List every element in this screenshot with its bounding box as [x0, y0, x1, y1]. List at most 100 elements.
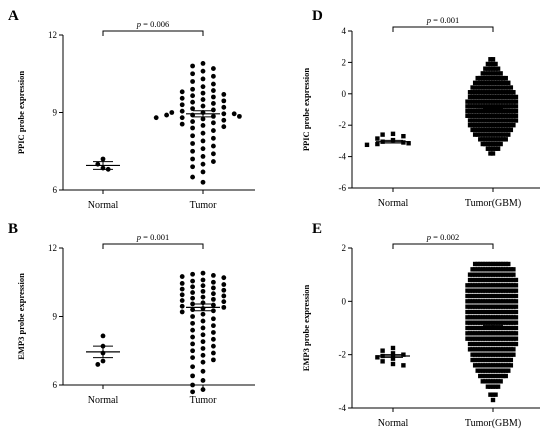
data-point [503, 113, 508, 118]
data-point [498, 347, 503, 352]
data-point [221, 282, 227, 287]
data-point [508, 363, 514, 368]
data-point [483, 373, 488, 379]
data-point [470, 336, 475, 341]
data-point [506, 304, 511, 309]
data-point [490, 141, 496, 147]
data-point [221, 293, 227, 299]
data-point [485, 123, 491, 128]
data-point [200, 179, 206, 185]
data-point [506, 90, 511, 95]
data-point [511, 104, 516, 109]
data-point [485, 357, 491, 363]
data-point [472, 108, 478, 114]
data-point [488, 392, 493, 397]
data-point [485, 299, 491, 304]
data-point [493, 104, 498, 109]
data-point [179, 298, 185, 303]
data-point [483, 277, 488, 283]
data-point [490, 80, 496, 86]
data-point [493, 379, 498, 384]
data-point [231, 111, 237, 117]
data-point [495, 267, 501, 272]
data-point [493, 331, 498, 336]
data-point [483, 283, 488, 288]
data-point [493, 123, 498, 128]
data-point [503, 309, 508, 315]
data-point [483, 309, 488, 315]
y-tick-label: 12 [48, 30, 57, 40]
data-point [485, 61, 491, 67]
data-point [485, 146, 491, 151]
data-point [501, 132, 506, 137]
data-point [475, 341, 480, 347]
data-point [503, 90, 508, 95]
data-point [475, 80, 480, 86]
data-point [472, 309, 478, 315]
data-point [472, 293, 478, 299]
data-point [478, 123, 483, 128]
data-point [508, 123, 514, 128]
data-point [179, 115, 185, 121]
data-point [485, 288, 491, 293]
data-point [179, 108, 185, 114]
data-point [200, 154, 206, 159]
data-point [490, 288, 496, 293]
data-point [169, 110, 175, 115]
data-point [470, 304, 475, 309]
data-point [498, 368, 503, 373]
data-point [485, 80, 491, 86]
data-point [511, 272, 516, 277]
data-point [495, 118, 501, 123]
data-point [480, 293, 485, 299]
data-point [501, 104, 506, 109]
y-tick-label: 2 [342, 57, 347, 67]
data-point [200, 90, 206, 96]
data-point [508, 299, 514, 304]
data-point [200, 130, 206, 136]
data-point [495, 127, 501, 133]
data-point [190, 86, 196, 92]
data-point [200, 283, 206, 289]
data-point [475, 299, 480, 304]
data-point [221, 117, 227, 123]
data-point [503, 94, 508, 100]
data-point [495, 341, 501, 347]
data-point [488, 146, 493, 151]
data-point [490, 75, 496, 81]
data-point [478, 352, 483, 357]
data-point [493, 309, 498, 315]
data-point [490, 277, 496, 283]
series-normal [86, 156, 120, 172]
data-point [478, 299, 483, 304]
data-point [478, 293, 483, 299]
data-point [501, 99, 506, 104]
data-point [493, 304, 498, 309]
data-point [475, 357, 480, 363]
series-normal [375, 345, 410, 368]
data-point [480, 304, 485, 309]
data-point [475, 363, 480, 368]
data-point [475, 352, 480, 357]
data-point [483, 118, 488, 123]
data-point [495, 336, 501, 341]
data-point [221, 124, 227, 130]
data-point [478, 137, 483, 142]
data-point [493, 341, 498, 347]
series-tumor-gbm- [465, 57, 519, 156]
data-point [190, 373, 196, 379]
data-point [503, 108, 508, 114]
y-tick-label: -4 [339, 152, 347, 162]
data-point [493, 80, 498, 86]
data-point [501, 357, 506, 363]
data-point [506, 352, 511, 357]
data-point [488, 57, 493, 62]
data-point [190, 301, 196, 307]
data-point [211, 151, 216, 157]
data-point [190, 125, 196, 131]
data-point [483, 127, 488, 133]
data-point [503, 277, 508, 283]
data-point [488, 320, 493, 325]
y-tick-label: 12 [48, 243, 57, 253]
data-point [488, 113, 493, 118]
